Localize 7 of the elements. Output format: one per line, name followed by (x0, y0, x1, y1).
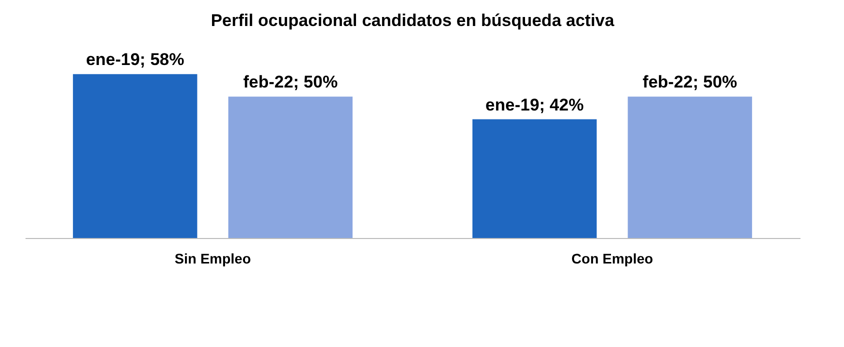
x-tick-label: Con Empleo (571, 250, 654, 266)
data-label: ene-19; 42% (485, 95, 584, 114)
data-label: ene-19; 58% (86, 50, 184, 70)
x-tick-label: Sin Empleo (174, 250, 251, 266)
chart-title: Perfil ocupacional candidatos en búsqueda activa (210, 11, 615, 30)
data-label: feb-22; 50% (243, 72, 338, 92)
data-label: feb-22; 50% (642, 72, 738, 92)
